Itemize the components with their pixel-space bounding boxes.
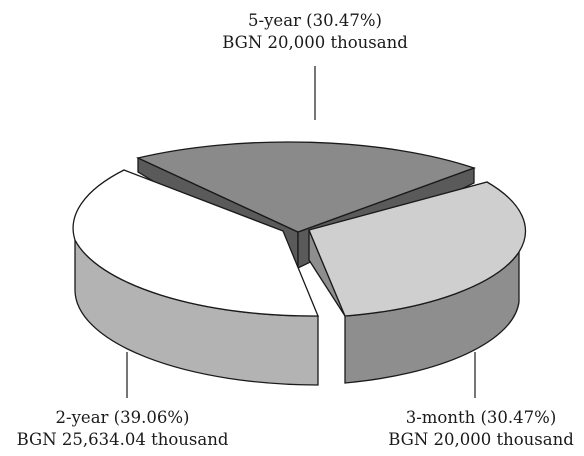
label-5year: 5-year (30.47%) BGN 20,000 thousand xyxy=(205,10,425,54)
label-2year-line1: 2-year (39.06%) xyxy=(55,408,190,427)
label-2year-line2: BGN 25,634.04 thousand xyxy=(16,430,229,449)
label-3month: 3-month (30.47%) BGN 20,000 thousand xyxy=(378,407,584,451)
label-2year: 2-year (39.06%) BGN 25,634.04 thousand xyxy=(0,407,245,451)
label-5year-line1: 5-year (30.47%) xyxy=(248,11,382,30)
slice-2year-top xyxy=(72,169,319,317)
label-3month-line2: BGN 20,000 thousand xyxy=(388,430,574,449)
slice-3month-top xyxy=(308,181,527,317)
label-5year-line2: BGN 20,000 thousand xyxy=(222,33,408,52)
label-3month-line1: 3-month (30.47%) xyxy=(405,408,557,427)
slice-5year-top xyxy=(136,141,476,233)
